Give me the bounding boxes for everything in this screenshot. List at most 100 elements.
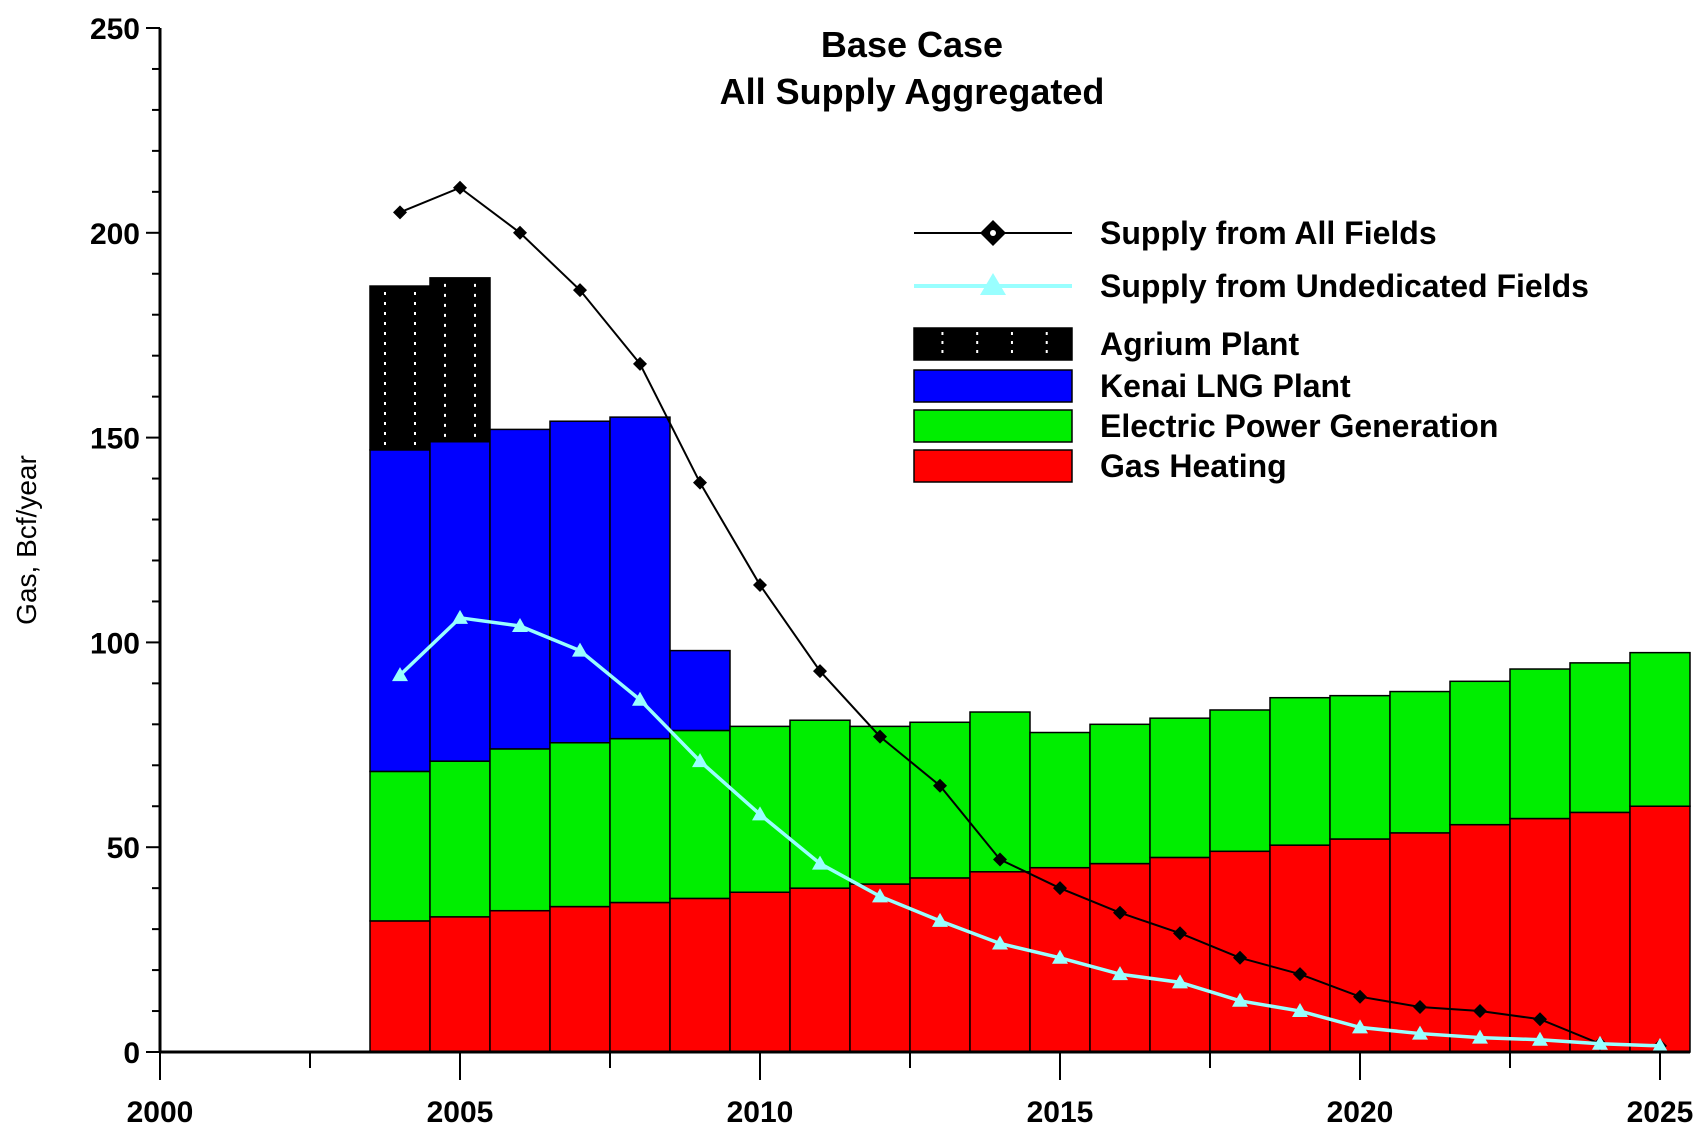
point-supply-from-undedicated-fields-2025 [1652,1037,1668,1052]
bar-electric-power-generation-2024 [1569,662,1631,814]
y-tick-label-100: 100 [90,627,140,660]
point-supply-from-undedicated-fields-2020 [1352,1019,1368,1034]
bar-gas-heating-2021 [1389,832,1451,1053]
bar-electric-power-generation-2012 [849,725,911,885]
legend-supply-from-undedicated-fields-marker [980,273,1006,295]
point-supply-from-undedicated-fields-2015 [1052,949,1068,964]
point-supply-from-undedicated-fields-2014 [992,935,1008,950]
point-supply-from-all-fields-2017 [1173,926,1187,941]
point-supply-from-undedicated-fields-2007 [572,642,588,657]
bar-gas-heating-2025 [1629,805,1691,1053]
legend-agrium-plant-label: Agrium Plant [1100,326,1299,362]
point-supply-from-undedicated-fields-2019 [1292,1003,1308,1018]
bar-kenai-lng-plant-2005 [429,440,491,762]
point-supply-from-undedicated-fields-2021 [1412,1025,1428,1040]
bar-electric-power-generation-2004 [369,770,431,922]
bar-gas-heating-2014 [969,871,1031,1053]
legend-kenai-lng-plant-swatch [913,369,1073,403]
x-tick-label-2015: 2015 [1027,1096,1094,1129]
bar-kenai-lng-plant-2007 [549,420,611,744]
legend: Supply from All Fields Supply from Undedi… [913,215,1589,484]
point-supply-from-undedicated-fields-2024 [1592,1035,1608,1050]
point-supply-from-all-fields-2004 [393,205,407,220]
bar-electric-power-generation-2010 [729,725,791,894]
bar-electric-power-generation-2008 [609,737,671,904]
bar-electric-power-generation-2016 [1089,723,1151,865]
bar-gas-heating-2008 [609,901,671,1053]
legend-supply-from-undedicated-fields-label: Supply from Undedicated Fields [1100,268,1589,304]
x-tick-label-2000: 2000 [127,1096,194,1129]
y-tick-label-150: 150 [90,423,140,456]
y-tick-label-50: 50 [107,832,140,865]
bar-kenai-lng-plant-2006 [489,428,551,750]
point-supply-from-all-fields-2007 [573,283,587,298]
line-supply-from-all-fields [399,186,1661,1047]
point-supply-from-undedicated-fields-2017 [1172,974,1188,989]
bar-electric-power-generation-2019 [1269,696,1331,846]
bar-electric-power-generation-2022 [1449,680,1511,826]
point-supply-from-undedicated-fields-2023 [1532,1031,1548,1046]
bar-electric-power-generation-2020 [1329,694,1391,840]
y-tick-label-0: 0 [123,1037,140,1070]
bar-electric-power-generation-2021 [1389,690,1451,834]
point-supply-from-undedicated-fields-2008 [632,691,648,706]
point-supply-from-all-fields-2016 [1113,905,1127,920]
bar-electric-power-generation-2015 [1029,731,1091,869]
bar-electric-power-generation-2025 [1629,651,1691,807]
bar-electric-power-generation-2013 [909,721,971,879]
bar-kenai-lng-plant-2009 [669,649,731,732]
point-supply-from-undedicated-fields-2011 [812,855,828,870]
bar-gas-heating-2013 [909,877,971,1053]
legend-electric-power-generation-label: Electric Power Generation [1100,408,1498,444]
x-tick-label-2020: 2020 [1327,1096,1394,1129]
point-supply-from-undedicated-fields-2013 [932,912,948,927]
bar-gas-heating-2009 [669,897,731,1053]
bar-electric-power-generation-2018 [1209,709,1271,853]
legend-kenai-lng-plant-label: Kenai LNG Plant [1100,368,1351,404]
point-supply-from-all-fields-2010 [753,578,767,593]
point-supply-from-undedicated-fields-2006 [512,618,528,633]
bar-electric-power-generation-2007 [549,742,611,908]
bar-gas-heating-2011 [789,887,851,1053]
bar-gas-heating-2016 [1089,862,1151,1053]
axes-layer: 0 50 100 150 200 250 2000 2005 2010 2015 2020 2025 [90,13,1693,1129]
point-supply-from-all-fields-2022 [1473,1004,1487,1019]
point-supply-from-all-fields-2018 [1233,950,1247,965]
x-tick-label-2025: 2025 [1627,1096,1694,1129]
chart-subtitle: All Supply Aggregated [720,71,1105,112]
bar-gas-heating-2012 [849,883,911,1053]
bar-agrium-plant-2005 [429,277,491,443]
bar-gas-heating-2017 [1149,856,1211,1053]
bar-agrium-plant-2004 [369,285,431,451]
bars-layer [369,277,1691,1053]
bar-gas-heating-2004 [369,920,431,1053]
point-supply-from-undedicated-fields-2010 [752,806,768,821]
y-tick-label-200: 200 [90,218,140,251]
y-axis-label: Gas, Bcf/year [11,455,42,625]
bar-gas-heating-2019 [1269,844,1331,1053]
point-supply-from-undedicated-fields-2005 [452,609,468,624]
x-tick-label-2010: 2010 [727,1096,794,1129]
bar-electric-power-generation-2005 [429,760,491,918]
bar-gas-heating-2010 [729,891,791,1053]
point-supply-from-undedicated-fields-2022 [1472,1029,1488,1044]
legend-supply-from-all-fields-marker-dot [990,230,996,236]
bar-electric-power-generation-2006 [489,748,551,912]
lines-layer [392,180,1668,1053]
point-supply-from-undedicated-fields-2018 [1232,992,1248,1007]
point-supply-from-all-fields-2021 [1413,999,1427,1014]
point-supply-from-all-fields-2023 [1533,1012,1547,1027]
bar-electric-power-generation-2014 [969,711,1031,873]
bar-gas-heating-2006 [489,909,551,1053]
legend-gas-heating-label: Gas Heating [1100,448,1287,484]
point-supply-from-undedicated-fields-2012 [872,888,888,903]
point-supply-from-undedicated-fields-2009 [692,753,708,768]
point-supply-from-all-fields-2014 [993,852,1007,867]
line-supply-from-undedicated-fields [398,615,1661,1048]
bar-electric-power-generation-2017 [1149,717,1211,859]
legend-supply-from-all-fields-label: Supply from All Fields [1100,215,1437,251]
bar-electric-power-generation-2023 [1509,668,1571,820]
point-supply-from-all-fields-2006 [513,225,527,240]
y-tick-label-250: 250 [90,13,140,46]
